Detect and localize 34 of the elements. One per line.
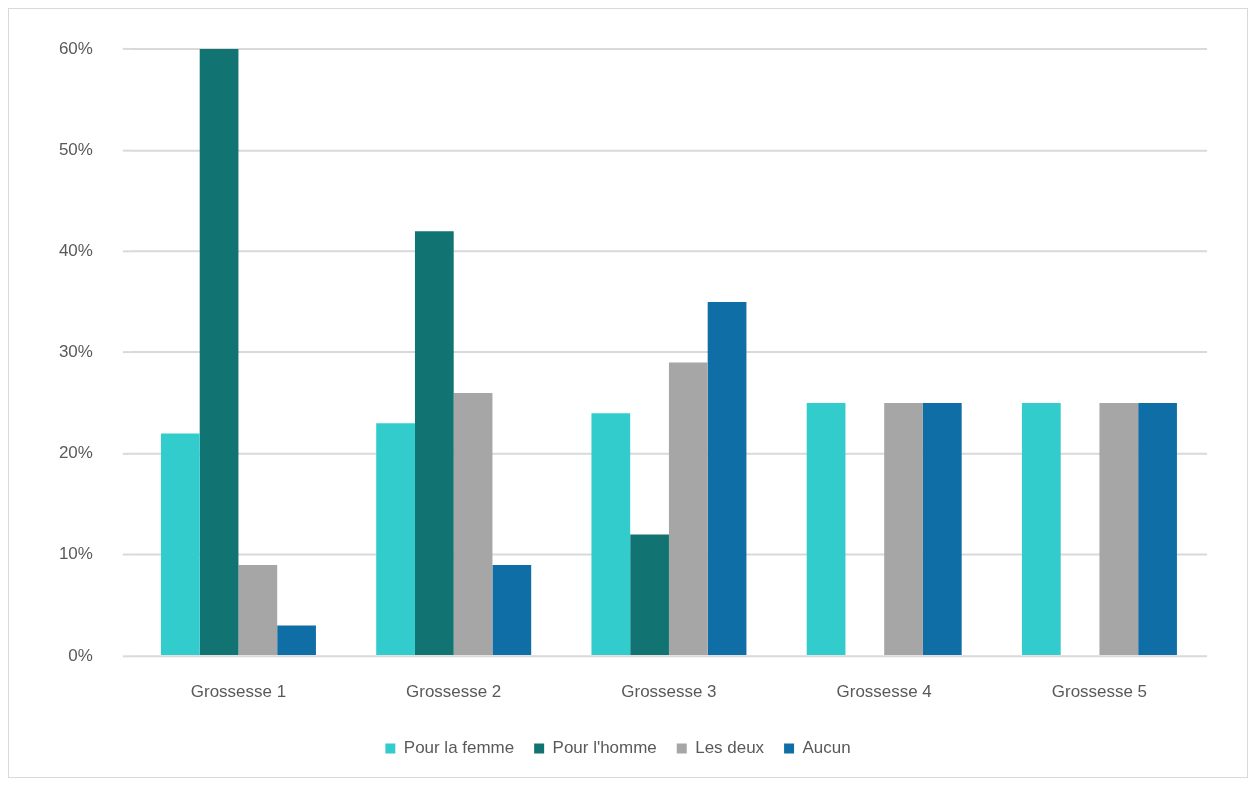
bar — [1138, 403, 1177, 655]
bar — [806, 403, 846, 655]
bar — [668, 362, 708, 655]
y-tick-label: 10% — [58, 544, 93, 564]
x-tick-label: Grossesse 3 — [621, 681, 717, 701]
bar — [376, 423, 415, 655]
y-tick-label: 20% — [58, 443, 93, 463]
bar — [707, 301, 747, 655]
bar — [160, 433, 200, 655]
legend-label: Pour l'homme — [552, 738, 657, 758]
x-tick-label: Grossesse 1 — [190, 681, 287, 701]
y-tick-label: 30% — [58, 342, 93, 362]
bar — [492, 564, 532, 655]
y-tick-label: 50% — [58, 139, 93, 159]
y-tick-label: 0% — [68, 645, 93, 665]
x-tick-label: Grossesse 5 — [1051, 681, 1148, 701]
bar — [238, 564, 278, 655]
bar — [199, 49, 239, 655]
bar — [884, 403, 923, 655]
y-tick-label: 60% — [58, 38, 93, 58]
x-tick-label: Grossesse 4 — [836, 681, 932, 701]
bar — [414, 231, 454, 655]
bar — [1099, 403, 1139, 655]
bar — [922, 403, 962, 655]
x-tick-label: Grossesse 2 — [406, 681, 502, 701]
bar — [630, 534, 669, 655]
y-tick-label: 40% — [58, 241, 93, 261]
legend-label: Pour la femme — [403, 738, 515, 758]
bar — [591, 413, 631, 655]
legend-label: Les deux — [695, 738, 765, 758]
legend-label: Aucun — [802, 738, 851, 758]
bar — [277, 625, 316, 655]
bar — [453, 392, 493, 655]
bar — [1021, 403, 1061, 655]
